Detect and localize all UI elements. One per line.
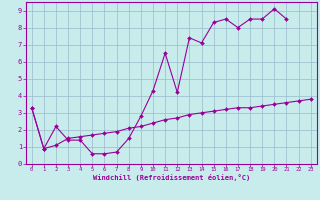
X-axis label: Windchill (Refroidissement éolien,°C): Windchill (Refroidissement éolien,°C)	[92, 174, 250, 181]
